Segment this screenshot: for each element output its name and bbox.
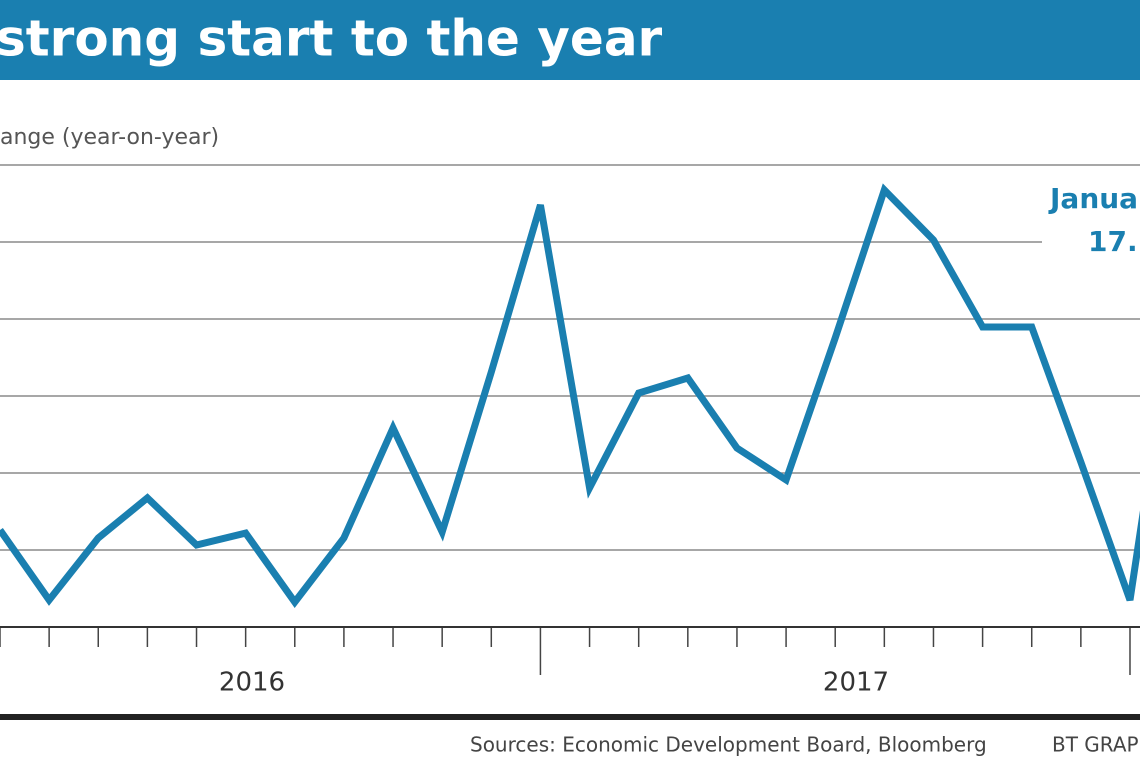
chart-title: strong start to the year (0, 10, 663, 68)
source: Sources: Economic Development Board, Blo… (470, 733, 987, 757)
data-line (0, 183, 1140, 608)
year-label: 2016 (219, 668, 285, 698)
title-banner (0, 0, 1140, 80)
credit: BT GRAP (1052, 733, 1139, 757)
y-axis-label: ange (year-on-year) (0, 125, 219, 150)
annotation: Janua (1048, 182, 1138, 215)
footer-rule (0, 714, 1140, 720)
annotation-bg (1042, 175, 1140, 265)
year-label: 2017 (823, 668, 889, 698)
annotation: 17. (1088, 225, 1138, 258)
